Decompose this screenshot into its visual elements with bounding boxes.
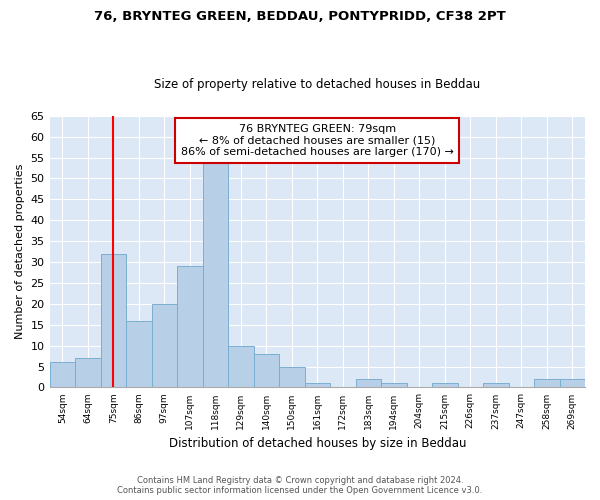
Bar [254, 354, 279, 388]
Bar [152, 304, 177, 388]
Bar [50, 362, 75, 388]
Bar [279, 366, 305, 388]
Bar [356, 379, 381, 388]
Bar [432, 384, 458, 388]
Bar [483, 384, 509, 388]
X-axis label: Distribution of detached houses by size in Beddau: Distribution of detached houses by size … [169, 437, 466, 450]
Bar [75, 358, 101, 388]
Bar [560, 379, 585, 388]
Text: Contains HM Land Registry data © Crown copyright and database right 2024.
Contai: Contains HM Land Registry data © Crown c… [118, 476, 482, 495]
Bar [203, 162, 228, 388]
Bar [101, 254, 126, 388]
Text: 76 BRYNTEG GREEN: 79sqm
← 8% of detached houses are smaller (15)
86% of semi-det: 76 BRYNTEG GREEN: 79sqm ← 8% of detached… [181, 124, 454, 157]
Bar [177, 266, 203, 388]
Bar [534, 379, 560, 388]
Title: Size of property relative to detached houses in Beddau: Size of property relative to detached ho… [154, 78, 481, 91]
Bar [228, 346, 254, 388]
Text: 76, BRYNTEG GREEN, BEDDAU, PONTYPRIDD, CF38 2PT: 76, BRYNTEG GREEN, BEDDAU, PONTYPRIDD, C… [94, 10, 506, 23]
Bar [126, 320, 152, 388]
Bar [381, 384, 407, 388]
Y-axis label: Number of detached properties: Number of detached properties [15, 164, 25, 340]
Bar [305, 384, 330, 388]
